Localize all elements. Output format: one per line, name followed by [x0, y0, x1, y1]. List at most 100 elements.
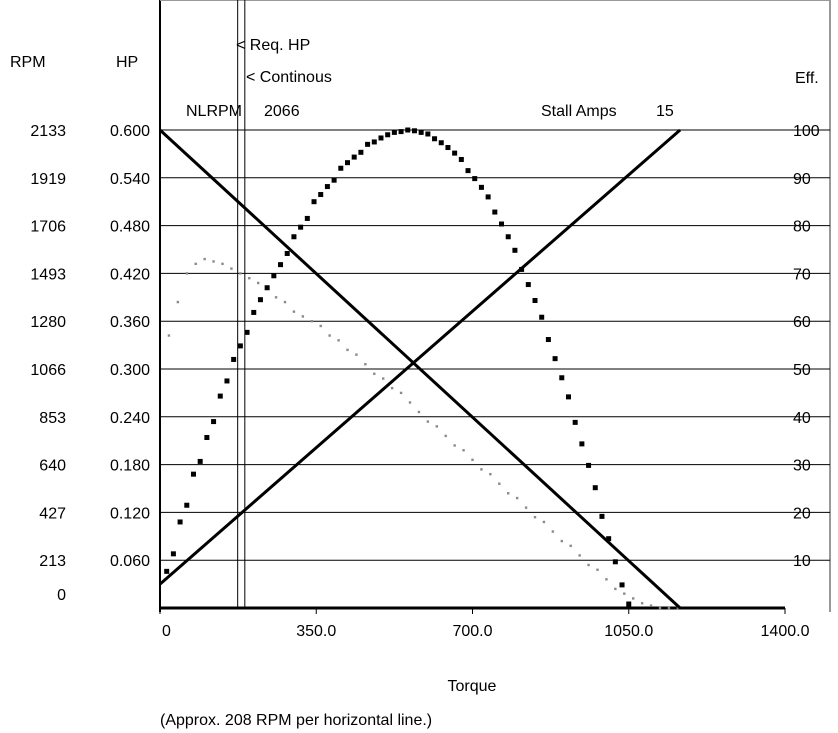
- rpm-tick-label: 2133: [30, 123, 66, 140]
- power-point: [391, 129, 397, 135]
- efficiency-point: [444, 434, 447, 438]
- plot-area: [159, 0, 831, 612]
- rpm-tick-label: 1706: [30, 219, 66, 236]
- efficiency-point: [257, 281, 260, 285]
- power-point: [478, 184, 484, 190]
- power-point: [565, 394, 571, 400]
- efficiency-point: [230, 267, 233, 270]
- x-tick-label: 350.0: [296, 623, 336, 640]
- efficiency-point: [480, 468, 483, 471]
- power-point: [365, 141, 371, 147]
- nlrpm-label: NLRPM: [186, 103, 242, 120]
- power-point: [324, 184, 330, 190]
- efficiency-point: [507, 492, 510, 495]
- power-point: [338, 165, 344, 171]
- horizontal-gridlines: [159, 129, 830, 614]
- power-point: [411, 128, 417, 134]
- efficiency-point: [319, 324, 322, 328]
- power-point: [499, 221, 505, 227]
- efficiency-point: [176, 300, 180, 304]
- x-tick-label: 1400.0: [761, 623, 810, 640]
- footnote: (Approx. 208 RPM per horizontal line.): [160, 712, 432, 729]
- efficiency-point: [212, 260, 215, 263]
- hp-tick-label: 0.060: [110, 553, 150, 570]
- power-point: [559, 375, 565, 381]
- efficiency-point: [560, 539, 563, 543]
- power-point: [512, 247, 518, 253]
- power-point: [505, 234, 511, 240]
- efficiency-point: [382, 377, 385, 380]
- rpm-tick-label: 640: [39, 458, 66, 475]
- efficiency-point: [346, 348, 349, 352]
- hp-tick-label: 0.540: [110, 171, 150, 188]
- req-hp-annotation: < Req. HP: [236, 37, 310, 54]
- power-point: [264, 285, 270, 291]
- power-point: [586, 462, 592, 468]
- power-point: [184, 502, 190, 508]
- hp-tick-label: 0.480: [110, 219, 150, 236]
- power-point: [311, 199, 317, 205]
- rpm-tick-label: 0: [57, 587, 66, 604]
- power-point: [291, 234, 297, 240]
- power-point: [237, 343, 243, 349]
- efficiency-point: [292, 310, 296, 313]
- efficiency-point: [399, 391, 403, 395]
- efficiency-point: [676, 606, 680, 610]
- power-point: [438, 140, 444, 146]
- efficiency-point: [185, 272, 188, 275]
- power-point: [190, 471, 196, 477]
- eff-tick-label: 40: [793, 410, 811, 427]
- power-point: [298, 224, 304, 230]
- stall-amps-value: 15: [656, 103, 674, 120]
- efficiency-series: [167, 257, 680, 610]
- rpm-tick-label: 1066: [30, 362, 66, 379]
- power-point: [626, 601, 632, 607]
- power-point: [579, 441, 585, 447]
- efficiency-point: [623, 592, 626, 595]
- power-series: [164, 127, 632, 607]
- power-point: [197, 458, 203, 464]
- power-point: [385, 132, 391, 138]
- power-point: [318, 192, 324, 198]
- hp-tick-label: 0.300: [110, 362, 150, 379]
- power-point: [217, 393, 223, 399]
- continuous-annotation: < Continous: [246, 69, 332, 86]
- hp-tick-label: 0.120: [110, 505, 150, 522]
- eff-tick-label: 100: [793, 123, 820, 140]
- x-axis-label: Torque: [448, 678, 497, 695]
- nlrpm-value: 2066: [264, 103, 300, 120]
- rpm-tick-label: 1493: [30, 266, 66, 283]
- efficiency-point: [390, 386, 394, 390]
- eff-tick-label: 30: [793, 458, 811, 475]
- x-tick-label: 1050.0: [604, 623, 653, 640]
- power-point: [465, 168, 471, 174]
- efficiency-point: [167, 334, 171, 337]
- efficiency-point: [471, 458, 474, 462]
- efficiency-point: [640, 602, 644, 605]
- x-tick-label: 700.0: [452, 623, 492, 640]
- power-point: [418, 129, 424, 135]
- power-point: [251, 309, 257, 315]
- power-point: [224, 378, 230, 384]
- power-point: [278, 262, 284, 268]
- power-point: [257, 297, 263, 303]
- power-point: [525, 282, 531, 288]
- hp-tick-label: 0.420: [110, 266, 150, 283]
- speed-current-lines: [158, 128, 682, 610]
- efficiency-point: [524, 506, 528, 509]
- eff-tick-label: 70: [793, 266, 811, 283]
- power-point: [532, 297, 538, 303]
- power-point: [304, 215, 310, 221]
- hp-tick-label: 0.240: [110, 410, 150, 427]
- efficiency-point: [658, 606, 662, 610]
- power-point: [351, 154, 357, 160]
- power-point: [244, 329, 250, 335]
- power-point: [177, 519, 183, 525]
- power-point: [539, 314, 545, 320]
- power-point: [211, 419, 217, 425]
- rpm-tick-label: 1280: [30, 314, 66, 331]
- efficiency-point: [221, 262, 224, 266]
- efficiency-point: [203, 257, 206, 261]
- power-point: [378, 135, 384, 141]
- efficiency-point: [605, 578, 608, 581]
